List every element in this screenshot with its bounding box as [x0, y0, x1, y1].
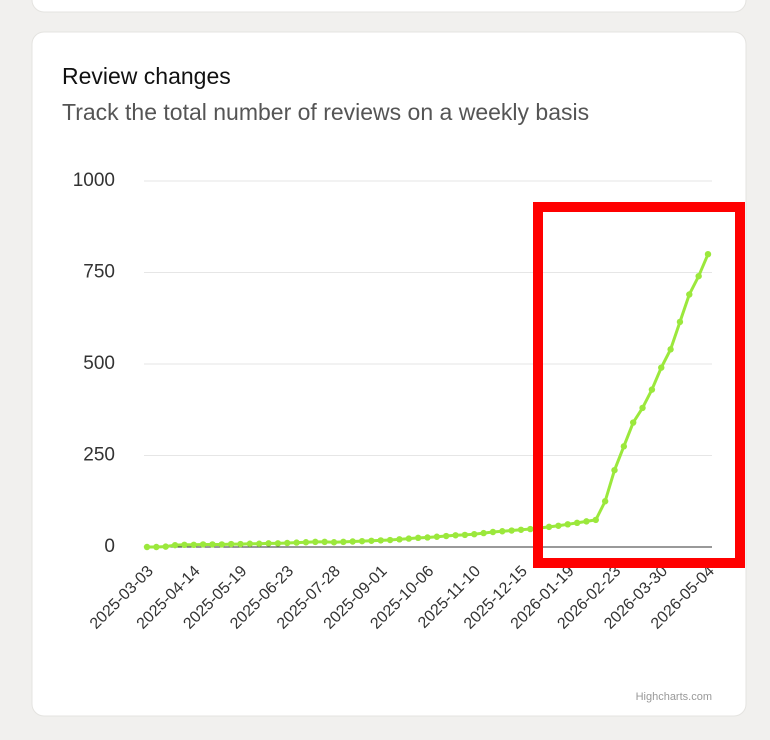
- data-point: [573, 519, 581, 527]
- data-point: [218, 541, 225, 548]
- chart-subtitle: Track the total number of reviews on a w…: [62, 99, 589, 125]
- data-point: [256, 540, 263, 547]
- data-point: [583, 518, 590, 525]
- data-point: [480, 529, 487, 537]
- data-point: [284, 539, 291, 547]
- data-point: [302, 539, 310, 546]
- data-point: [293, 539, 300, 546]
- data-point: [517, 526, 525, 533]
- data-point: [330, 539, 338, 546]
- data-point: [601, 498, 609, 505]
- data-point: [639, 404, 646, 412]
- data-point: [358, 537, 366, 545]
- data-point: [209, 541, 216, 548]
- data-point: [312, 538, 319, 546]
- data-point: [377, 537, 384, 544]
- y-tick-label: 750: [83, 262, 115, 283]
- data-point: [162, 543, 169, 550]
- data-point: [489, 528, 497, 536]
- previous-card: [31, 0, 747, 13]
- data-point: [667, 346, 674, 353]
- data-point: [396, 536, 403, 543]
- data-point: [461, 531, 469, 539]
- data-point: [143, 543, 151, 551]
- data-point: [630, 419, 637, 426]
- data-point: [321, 538, 328, 546]
- data-point: [592, 516, 599, 524]
- data-point: [452, 532, 459, 539]
- data-point: [368, 537, 375, 544]
- data-point: [658, 364, 665, 371]
- y-tick-label: 250: [83, 445, 115, 466]
- data-point: [508, 527, 515, 534]
- data-point: [190, 541, 197, 549]
- data-point: [227, 540, 235, 548]
- data-point: [246, 540, 254, 547]
- highlight-box: [533, 202, 745, 568]
- credit: Highcharts.com: [636, 691, 712, 703]
- data-point: [340, 538, 347, 546]
- data-point: [545, 523, 553, 531]
- data-point: [471, 530, 478, 538]
- data-point: [499, 528, 506, 535]
- data-point: [686, 291, 693, 298]
- data-point: [171, 541, 179, 549]
- data-point: [181, 541, 188, 549]
- data-point: [695, 272, 702, 280]
- data-point: [386, 536, 394, 544]
- data-point: [199, 541, 207, 548]
- y-tick-label: 500: [83, 353, 115, 374]
- y-tick-label: 1000: [73, 170, 115, 191]
- data-point: [620, 443, 628, 450]
- data-point: [443, 532, 450, 540]
- data-point: [564, 521, 571, 528]
- data-point: [676, 318, 684, 326]
- data-point: [648, 386, 656, 393]
- y-tick-label: 0: [104, 536, 115, 557]
- data-point: [405, 535, 412, 542]
- data-point: [414, 534, 422, 542]
- data-point: [704, 251, 712, 258]
- data-point: [555, 522, 562, 529]
- data-point: [527, 525, 534, 533]
- data-point: [237, 540, 244, 548]
- data-point: [433, 533, 441, 540]
- data-point: [153, 543, 160, 551]
- data-point: [424, 534, 431, 541]
- data-point: [274, 540, 282, 547]
- chart-title: Review changes: [62, 63, 231, 89]
- data-point: [349, 538, 356, 545]
- data-point: [265, 540, 272, 547]
- data-point: [611, 466, 618, 474]
